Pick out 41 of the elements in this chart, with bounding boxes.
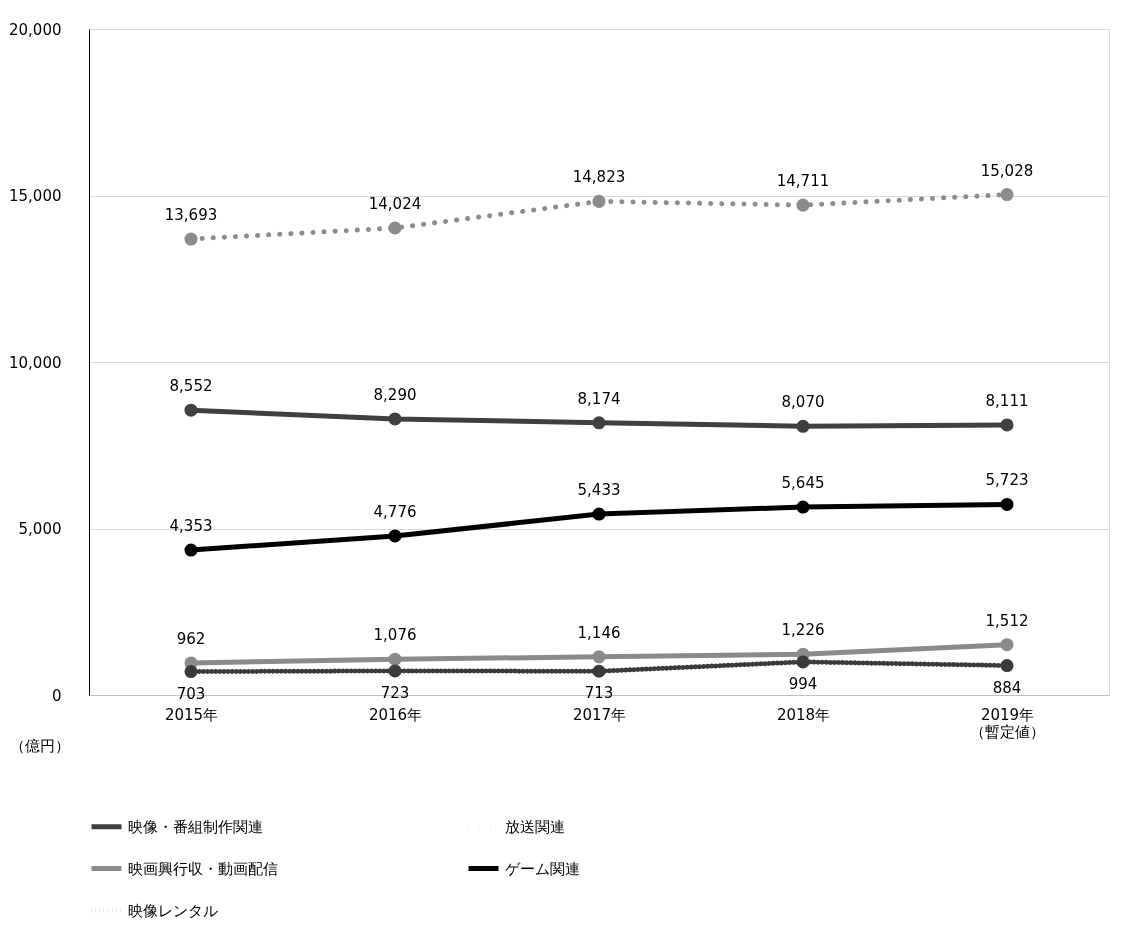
data-label: 1,146 [577,623,621,642]
x-tick-label: 2015年 [164,705,219,724]
data-label: 5,723 [985,471,1029,490]
data-label: 8,070 [781,393,825,412]
data-label: 1,076 [373,626,417,645]
data-label: 5,433 [577,481,621,500]
data-label: 8,552 [169,377,213,396]
data-label: 884 [992,678,1022,697]
legend-label: 映像・番組制作関連 [128,817,263,836]
legend-label: ゲーム関連 [505,859,580,878]
data-label: 14,711 [776,172,830,191]
y-tick-label: 5,000 [18,520,62,538]
data-label: 4,353 [169,517,213,536]
data-label: 8,290 [373,385,417,404]
data-label: 1,512 [985,611,1029,630]
y-tick-label: 15,000 [9,187,62,205]
x-tick-label: 2019年（暫定値） [970,705,1045,741]
data-label: 13,693 [164,206,218,225]
data-label: 14,024 [368,195,422,213]
legend-label: 映画興行収・動画配信 [128,859,278,878]
data-label: 994 [788,674,818,693]
data-label: 5,645 [781,474,825,493]
legend-label: 放送関連 [505,817,565,836]
data-label: 8,174 [577,389,621,408]
data-label: 8,111 [985,391,1029,410]
y-tick-label: 20,000 [9,20,62,39]
data-label: 15,028 [980,161,1034,180]
data-label: 962 [176,629,206,648]
y-tick-label: 0 [51,686,62,705]
x-tick-label: 2016年 [368,705,423,724]
data-label: 723 [380,683,410,702]
data-label: 4,776 [373,502,417,521]
x-tick-label: 2017年 [572,705,627,724]
y-axis-title: （億円） [9,736,70,755]
legend-label: 映像レンタル [128,901,218,920]
data-label: 703 [176,684,206,703]
data-label: 713 [584,684,614,703]
data-label: 14,823 [572,168,626,187]
data-label: 1,226 [781,621,825,640]
y-tick-label: 10,000 [9,353,62,372]
x-tick-label: 2018年 [776,705,831,724]
